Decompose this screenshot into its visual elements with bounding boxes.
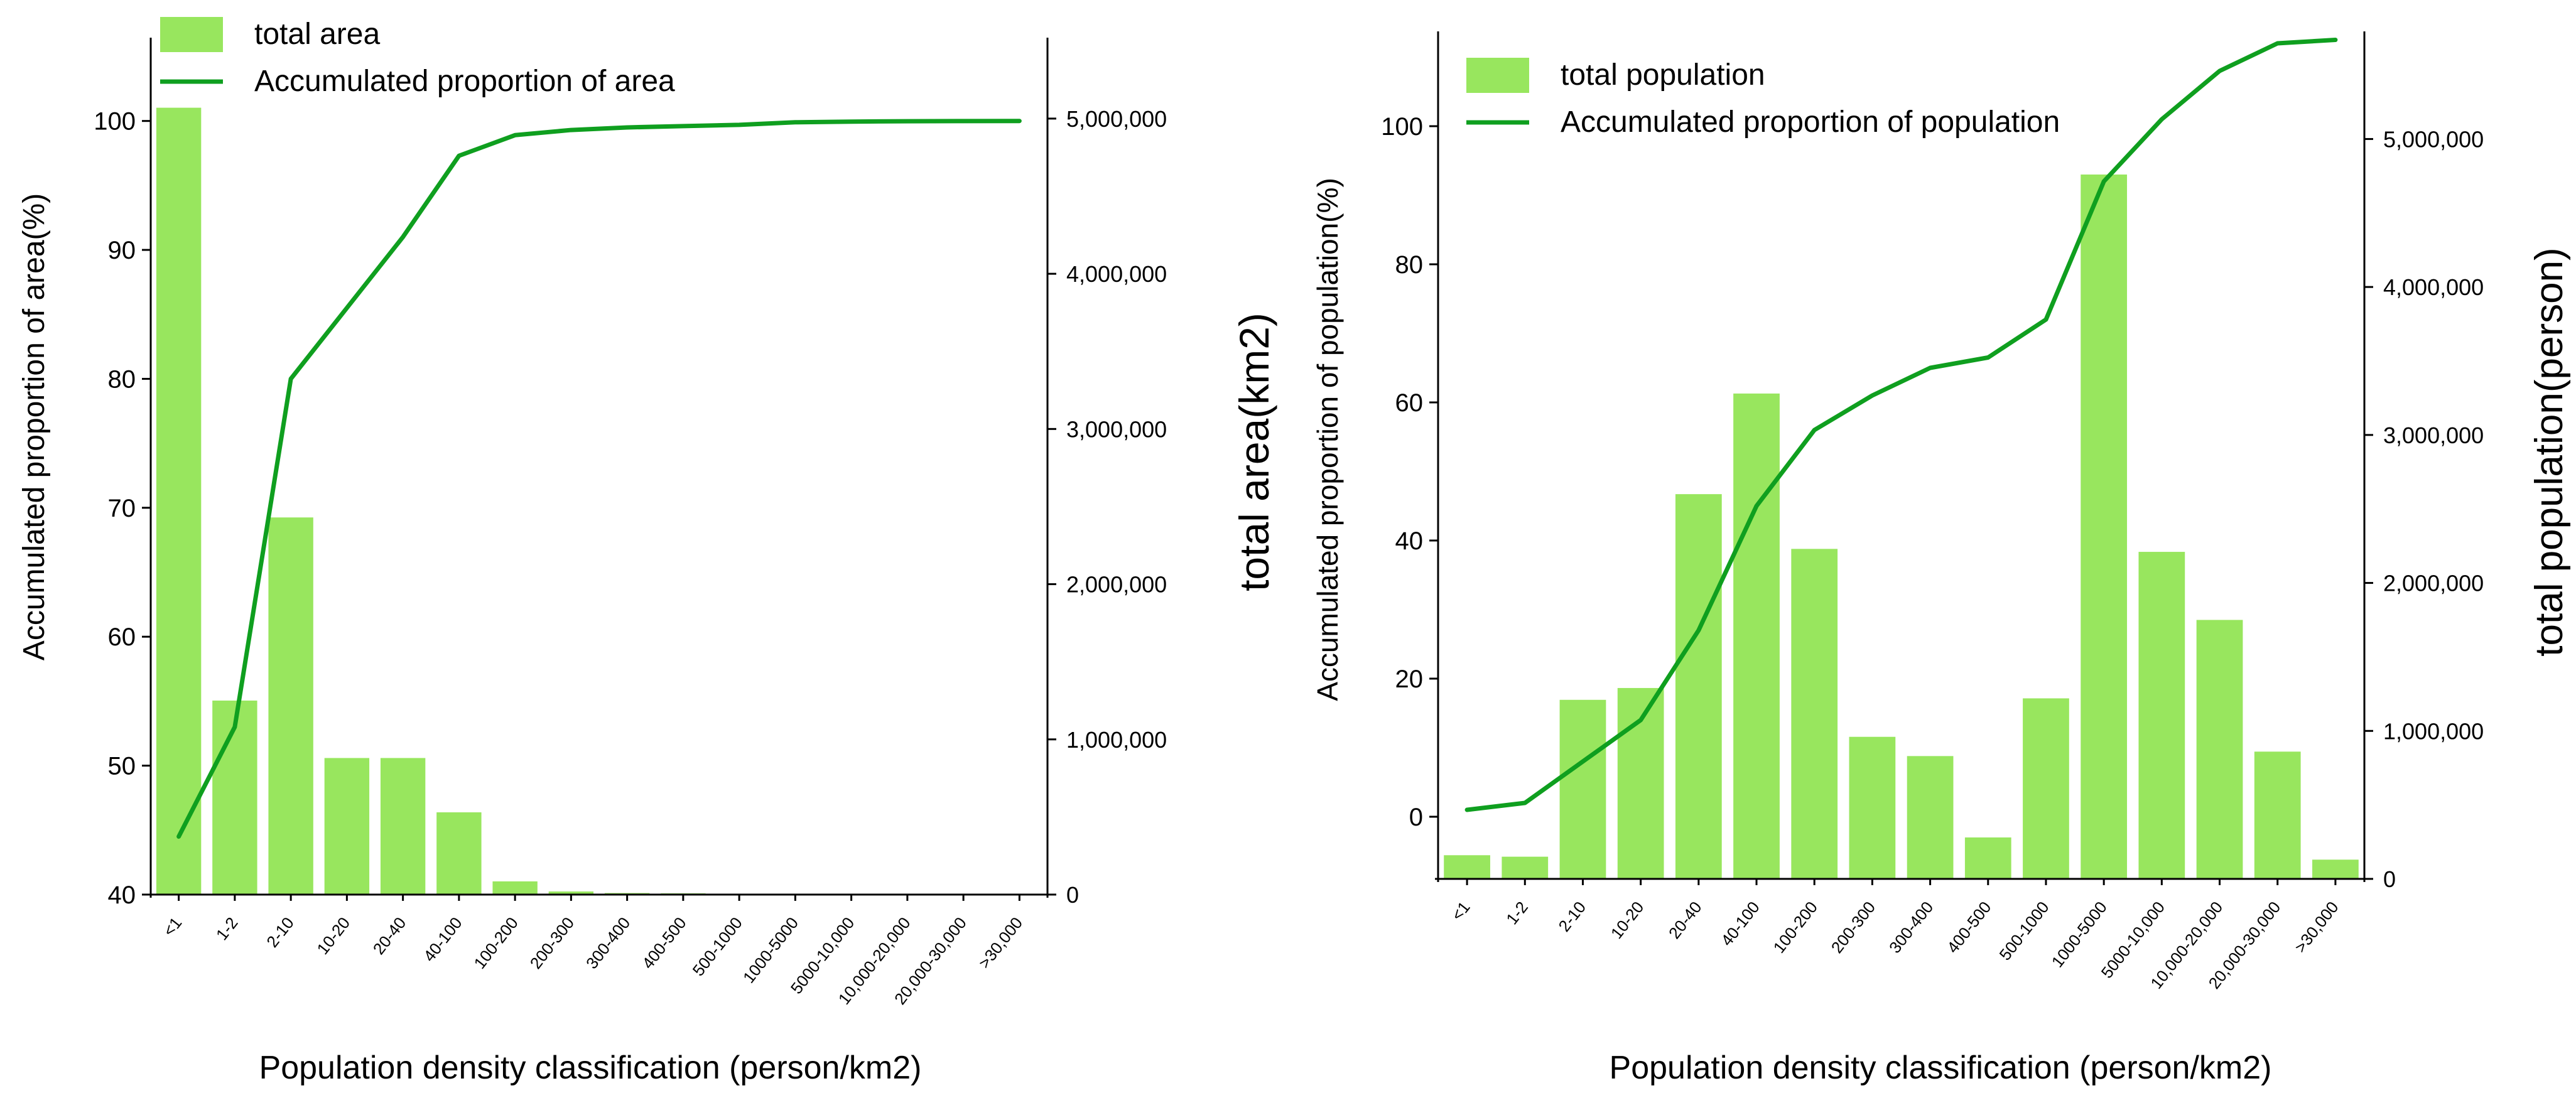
legend-line-label: Accumulated proportion of area <box>254 65 675 98</box>
bar <box>1502 856 1549 879</box>
accumulated-line <box>176 119 1022 839</box>
left-tick-label: 90 <box>108 237 136 264</box>
x-tick-label: <1 <box>1448 898 1474 924</box>
legend-bar-label: total population <box>1561 58 1765 92</box>
legend-line-label: Accumulated proportion of population <box>1561 105 2060 139</box>
x-tick-label: 20-40 <box>1665 898 1706 942</box>
left-tick-label: 100 <box>94 108 136 136</box>
right-tick-label: 5,000,000 <box>1066 106 1167 132</box>
left-tick-label: 100 <box>1381 113 1423 141</box>
x-tick-label: 20-40 <box>369 913 410 958</box>
x-tick-label: 10-20 <box>1607 898 1648 942</box>
right-tick-label: 0 <box>1066 882 1079 908</box>
x-tick-label: 200-300 <box>1827 898 1879 957</box>
x-tick-label: 1-2 <box>212 913 242 944</box>
bar <box>2081 175 2128 879</box>
bar <box>324 758 370 895</box>
bar <box>1907 756 1954 879</box>
legend-bar-swatch <box>160 17 223 52</box>
x-tick-label: 500-1000 <box>689 913 746 979</box>
x-tick-label: 400-500 <box>638 913 690 972</box>
x-tick-label: >30,000 <box>975 913 1026 972</box>
right-tick-label: 1,000,000 <box>2383 718 2484 744</box>
area-chart: 100 90 80 70 60 50 40 5,000,000 4,000,000 3,000,0… <box>18 17 1277 1086</box>
x-tick-label: 300-400 <box>1885 898 1937 957</box>
left-tick-label: 70 <box>108 495 136 522</box>
x-tick-label: >30,000 <box>2291 898 2342 956</box>
bar <box>548 891 594 895</box>
bar <box>268 517 313 895</box>
x-tick-label: 10-20 <box>313 913 354 958</box>
bar <box>2138 552 2185 879</box>
x-tick-label: 100-200 <box>470 913 521 972</box>
bar <box>2023 698 2069 879</box>
bar <box>2254 751 2301 879</box>
right-tick-label: 0 <box>2383 866 2396 892</box>
left-axis-title: Accumulated proportion of area(%) <box>18 193 51 660</box>
legend-bar-label: total area <box>254 18 380 51</box>
bar <box>1559 699 1606 879</box>
x-tick-label: 1-2 <box>1502 898 1532 928</box>
left-tick-label: 20 <box>1395 665 1424 693</box>
bar <box>1849 736 1896 879</box>
x-tick-label: 40-100 <box>1717 898 1763 949</box>
x-tick-label: 1000-5000 <box>739 913 802 986</box>
right-tick-label: 4,000,000 <box>1066 261 1167 287</box>
legend-bar-swatch <box>1466 58 1529 93</box>
right-tick-label: 5,000,000 <box>2383 126 2484 152</box>
bar <box>2196 620 2243 879</box>
x-tick-label: 200-300 <box>526 913 578 972</box>
right-tick-label: 3,000,000 <box>1066 416 1167 442</box>
left-axis-title: Accumulated proportion of population(%) <box>1311 178 1344 701</box>
right-axis-title: total area(km2) <box>1231 313 1277 591</box>
bar <box>156 107 202 895</box>
x-tick-label: 2-10 <box>262 913 298 950</box>
left-tick-label: 0 <box>1409 804 1423 831</box>
bar <box>380 758 426 895</box>
left-tick-label: 50 <box>108 753 136 780</box>
x-axis-title: Population density classification (perso… <box>259 1050 922 1086</box>
population-chart: 100 80 60 40 20 0 5,000,000 4,000,000 3,000,000 2… <box>1311 31 2571 1086</box>
x-tick-label: 2-10 <box>1555 898 1590 935</box>
left-tick-label: 80 <box>108 365 136 393</box>
bar <box>1964 837 2011 879</box>
right-tick-label: 2,000,000 <box>2383 571 2484 596</box>
x-tick-label: <1 <box>159 913 185 940</box>
x-axis-title: Population density classification (perso… <box>1610 1050 2272 1086</box>
x-tick-label: 100-200 <box>1770 898 1821 957</box>
right-tick-label: 2,000,000 <box>1066 572 1167 598</box>
bar <box>436 812 482 895</box>
bar <box>492 881 538 895</box>
x-tick-label: 400-500 <box>1943 898 1994 957</box>
right-axis-title: total population(person) <box>2528 247 2571 656</box>
bar <box>2312 859 2359 879</box>
left-tick-label: 80 <box>1395 251 1424 279</box>
x-tick-label: 500-1000 <box>1995 898 2052 964</box>
x-tick-label: 40-100 <box>419 913 465 965</box>
bar <box>1733 393 1780 879</box>
bar <box>1675 494 1722 879</box>
x-tick-label: 300-400 <box>582 913 634 972</box>
accumulated-line <box>1464 38 2338 812</box>
left-tick-label: 40 <box>1395 527 1424 555</box>
bar <box>212 700 257 895</box>
right-tick-label: 4,000,000 <box>2383 274 2484 300</box>
left-tick-label: 60 <box>1395 389 1424 417</box>
bar <box>1444 855 1490 879</box>
left-tick-label: 40 <box>108 881 136 909</box>
right-tick-label: 3,000,000 <box>2383 422 2484 448</box>
right-tick-label: 1,000,000 <box>1066 727 1167 753</box>
x-tick-label: 1000-5000 <box>2048 898 2111 971</box>
bar <box>1791 549 1838 879</box>
left-tick-label: 60 <box>108 623 136 651</box>
